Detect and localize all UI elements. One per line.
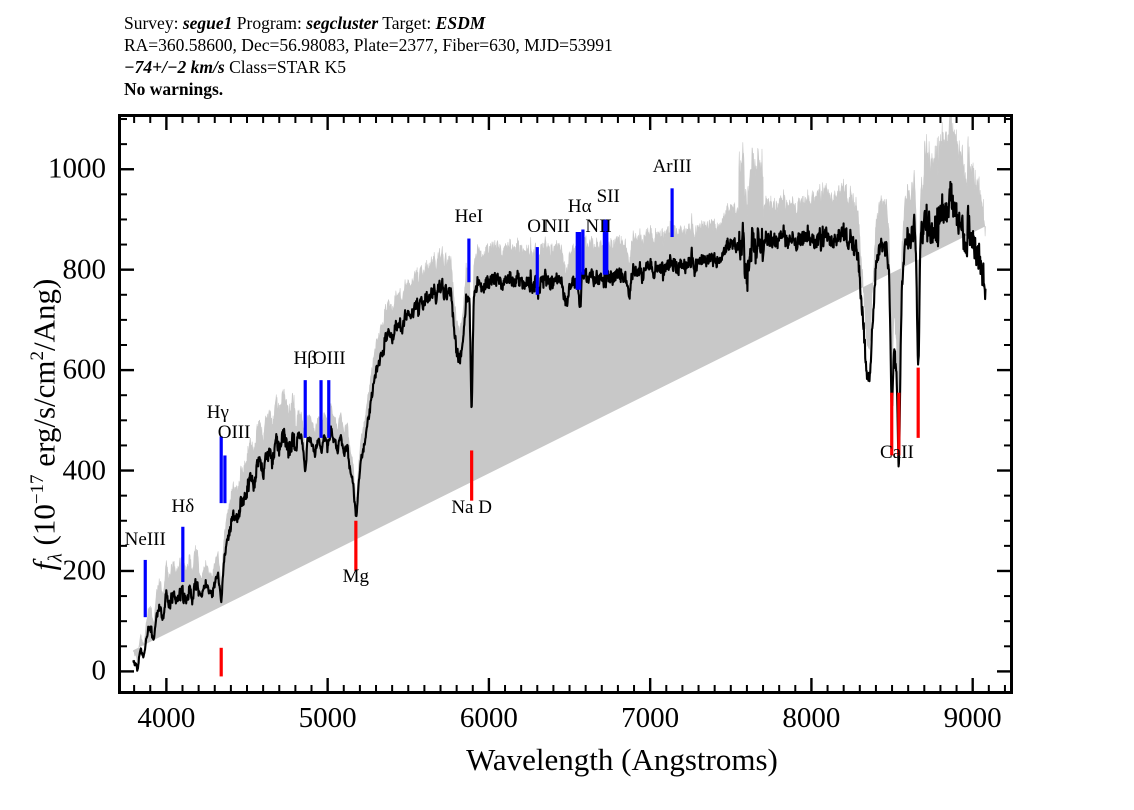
spectrum-trace (133, 182, 985, 671)
spectrum-plot-area (118, 114, 1013, 694)
survey-label: Survey: (124, 13, 183, 33)
program-label: Program: (232, 13, 307, 33)
header-line-coords: RA=360.58600, Dec=56.98083, Plate=2377, … (124, 35, 613, 55)
y-axis-unit-mid: erg/s/cm (26, 360, 62, 475)
spectrum-header-info: Survey: segue1 Program: segcluster Targe… (124, 12, 1024, 100)
y-axis-unit-open: (10 (26, 504, 62, 554)
line-label-SII: SII (596, 186, 620, 208)
survey-value: segue1 (182, 13, 233, 33)
line-label-NaD: Na D (451, 496, 492, 518)
x-tick-label-5000: 5000 (298, 702, 357, 734)
y-tick-label-1000: 1000 (48, 152, 106, 185)
line-label-Hβ: Hβ (293, 348, 317, 370)
line-label-OIII: OIII (217, 422, 251, 444)
line-label-Hγ: Hγ (206, 402, 229, 424)
y-axis-label: fλ (10−17 erg/s/cm2/Ang) (26, 75, 67, 775)
program-value: segcluster (306, 13, 379, 33)
y-axis-subscript: λ (44, 553, 67, 562)
x-axis-label-text: Wavelength (Angstroms) (466, 742, 778, 777)
x-tick-label-9000: 9000 (943, 702, 1002, 734)
y-tick-label-0: 0 (91, 654, 107, 687)
y-axis-exponent-two: 2 (27, 351, 49, 361)
header-line-warnings: No warnings. (124, 79, 224, 99)
y-axis-symbol: f (26, 561, 62, 571)
line-label-OIII: OIII (312, 348, 346, 370)
x-tick-label-8000: 8000 (782, 702, 841, 734)
y-axis-exponent: −17 (27, 474, 49, 505)
line-label-NeIII: NeIII (124, 528, 166, 550)
line-label-ArIII: ArIII (652, 156, 692, 178)
error-band (133, 114, 985, 663)
line-label-Mg: Mg (342, 565, 370, 587)
header-line-redshift: −74+/−2 km/s Class=STAR K5 (124, 56, 1024, 78)
x-tick-label-6000: 6000 (459, 702, 518, 734)
y-tick-label-200: 200 (62, 554, 107, 587)
y-tick-label-400: 400 (62, 454, 107, 487)
line-label-Hα: Hα (567, 196, 592, 218)
line-label-HeI: HeI (454, 206, 484, 228)
y-tick-label-600: 600 (62, 353, 107, 386)
x-tick-label-4000: 4000 (137, 702, 196, 734)
y-tick-label-800: 800 (62, 253, 107, 286)
spectral-class: STAR K5 (276, 57, 346, 77)
target-label: Target: (378, 13, 436, 33)
line-label-Hδ: Hδ (171, 496, 195, 518)
class-value: Class= (224, 57, 277, 77)
x-tick-label-7000: 7000 (621, 702, 680, 734)
header-line-survey: Survey: segue1 Program: segcluster Targe… (124, 12, 1024, 34)
line-label-NII: NII (585, 216, 612, 238)
cz-value: −74+/−2 km/s (124, 57, 225, 77)
spectrum-canvas (118, 114, 1013, 694)
target-value: ESDM (435, 13, 486, 33)
line-label-OI: OI (527, 216, 548, 238)
line-label-NII: NII (543, 216, 570, 238)
y-axis-unit-tail: /Ang) (26, 278, 62, 351)
x-axis-label: Wavelength (Angstroms) (0, 742, 1134, 778)
line-label-CaII: CaII (880, 442, 914, 464)
